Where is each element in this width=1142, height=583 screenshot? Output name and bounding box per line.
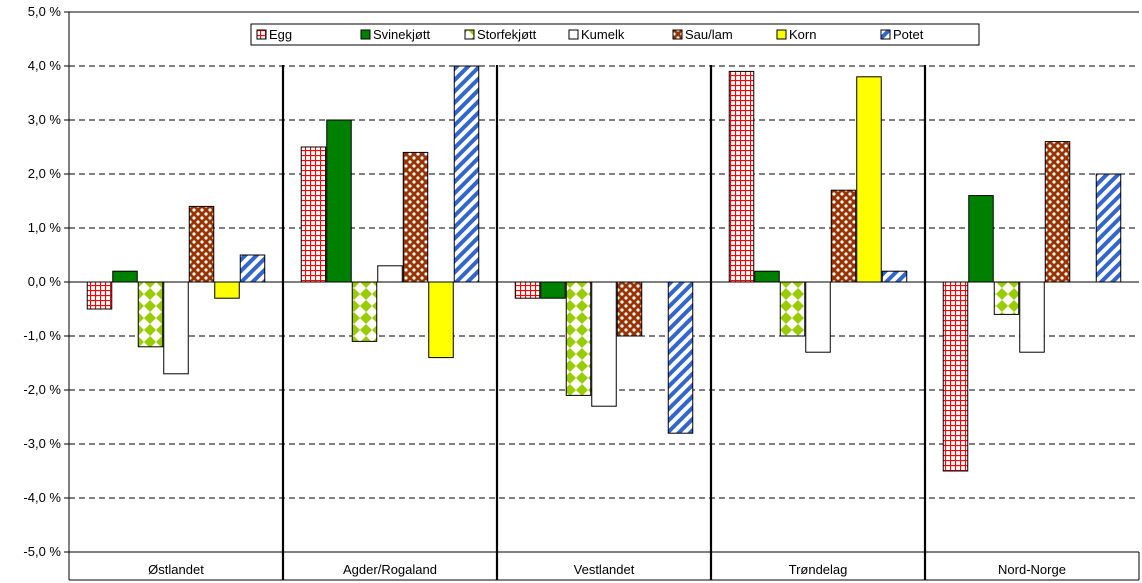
y-tick-label: 4,0 % [28, 58, 62, 73]
bar [540, 281, 566, 299]
y-tick-label: -1,0 % [23, 328, 61, 343]
bar [239, 254, 266, 283]
bar [137, 281, 164, 348]
bar [616, 281, 643, 337]
category-label: Trøndelag [789, 562, 848, 577]
bar [968, 195, 994, 283]
legend-swatch [360, 29, 371, 40]
bar [1095, 173, 1122, 283]
bar [112, 270, 138, 283]
bar [993, 281, 1020, 315]
category-label: Agder/Rogaland [343, 562, 437, 577]
bar [591, 281, 617, 407]
y-tick-label: 1,0 % [28, 220, 62, 235]
y-tick-label: 0,0 % [28, 274, 62, 289]
legend-label: Sau/lam [685, 27, 733, 42]
y-tick-label: -3,0 % [23, 436, 61, 451]
y-tick-label: -2,0 % [23, 382, 61, 397]
bar [942, 281, 969, 472]
bar [86, 281, 113, 310]
bar [728, 70, 755, 283]
bar [667, 281, 694, 434]
legend-label: Svinekjøtt [373, 27, 430, 42]
bar [428, 281, 454, 359]
bars [86, 65, 1122, 472]
axes [64, 11, 1140, 581]
bar [214, 281, 240, 299]
bar [1044, 141, 1071, 283]
y-tick-label: 3,0 % [28, 112, 62, 127]
x-category-labels: Østlandet Agder/Rogaland Vestlandet Trøndel… [148, 562, 1066, 577]
legend-swatch [464, 29, 475, 40]
legend-swatch [776, 29, 787, 40]
bar [779, 281, 806, 337]
bar [188, 205, 215, 283]
legend-swatch [568, 29, 579, 40]
bar [300, 146, 327, 283]
legend: Egg Svinekjøtt Storfekjøtt Kumelk Sau/lam Kor… [250, 23, 980, 46]
bar [351, 281, 378, 342]
legend-swatch [880, 29, 891, 40]
bar [805, 281, 831, 353]
bar [1019, 281, 1045, 353]
legend-label: Korn [789, 27, 816, 42]
y-tick-label: -4,0 % [23, 490, 61, 505]
bar [565, 281, 592, 396]
bar [856, 76, 882, 283]
category-label: Vestlandet [574, 562, 635, 577]
y-tick-labels: 5,0 % 4,0 % 3,0 % 2,0 % 1,0 % 0,0 % -1,0 % -2,0… [23, 4, 61, 559]
bar [514, 281, 541, 299]
legend-label: Kumelk [581, 27, 625, 42]
bar [830, 189, 857, 283]
bar [881, 270, 908, 283]
y-tick-label: 2,0 % [28, 166, 62, 181]
y-tick-label: 5,0 % [28, 4, 62, 19]
legend-label: Egg [269, 27, 292, 42]
legend-box [250, 23, 980, 46]
bar [377, 265, 403, 283]
legend-swatch [256, 29, 267, 40]
bar [163, 281, 189, 375]
bar [754, 270, 780, 283]
bar [326, 119, 352, 283]
category-separators [281, 65, 927, 580]
category-label: Østlandet [148, 562, 204, 577]
bar [402, 151, 429, 283]
y-tick-label: -5,0 % [23, 544, 61, 559]
category-label: Nord-Norge [998, 562, 1066, 577]
legend-label: Storfekjøtt [477, 27, 537, 42]
bar [453, 65, 480, 283]
legend-swatch [672, 29, 683, 40]
legend-label: Potet [893, 27, 924, 42]
